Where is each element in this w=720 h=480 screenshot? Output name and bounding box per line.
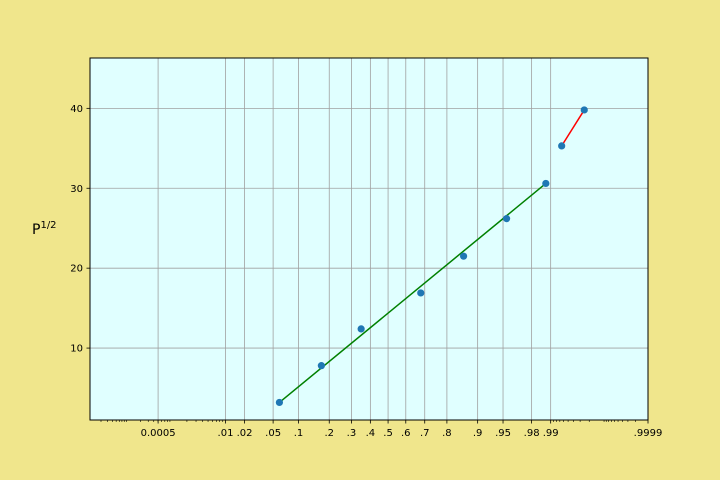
x-tick-label: .9 xyxy=(473,428,483,439)
x-tick-label: .95 xyxy=(495,428,511,439)
y-axis-label-main: P xyxy=(32,222,40,238)
x-tick-label: .3 xyxy=(347,428,357,439)
x-tick-label: .1 xyxy=(294,428,304,439)
x-tick-label: .99 xyxy=(543,428,559,439)
minor-ticks xyxy=(100,420,636,422)
plot-area xyxy=(90,58,648,420)
y-axis-label-sup: 1/2 xyxy=(40,220,56,231)
x-tick-label: .7 xyxy=(420,428,430,439)
data-point xyxy=(542,179,550,188)
x-tick-label: .05 xyxy=(265,428,281,439)
x-tick-label: .6 xyxy=(401,428,411,439)
x-tick-label: .98 xyxy=(524,428,540,439)
axis-ticks: 0.0005 .01.02 .05 .1 .2 .3 .4 .5 .6 .7 .8 .9 .95 .98.… xyxy=(70,104,662,439)
data-point xyxy=(357,325,365,333)
y-tick-label: 10 xyxy=(70,344,83,355)
data-point xyxy=(459,252,468,260)
data-point xyxy=(275,398,284,407)
data-point xyxy=(317,362,325,370)
y-tick-label: 40 xyxy=(70,104,83,115)
fit-2-line xyxy=(561,109,585,147)
x-tick-label: .5 xyxy=(383,428,393,439)
plot-frame xyxy=(89,57,649,421)
x-tick-label: .01 xyxy=(218,428,234,439)
x-tick-label: .8 xyxy=(442,428,452,439)
y-axis-label: P1/2 xyxy=(32,220,57,238)
data-point xyxy=(417,289,425,297)
data-point xyxy=(580,106,588,114)
x-tick-label: .02 xyxy=(237,428,253,439)
y-tick-label: 30 xyxy=(70,184,83,195)
y-tick-label: 20 xyxy=(70,264,83,275)
x-tick-label: .4 xyxy=(366,428,376,439)
x-tick-label: .9999 xyxy=(634,428,663,439)
x-tick-label: 0.0005 xyxy=(141,428,176,439)
data-point xyxy=(558,142,566,150)
data-point xyxy=(502,215,511,223)
x-tick-label: .2 xyxy=(324,428,334,439)
data-points xyxy=(275,106,588,407)
